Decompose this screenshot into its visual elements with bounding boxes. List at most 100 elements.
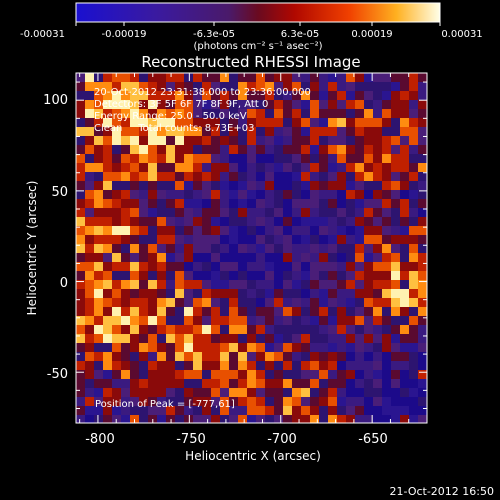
heatmap-cell — [373, 280, 383, 290]
annotation-detectors: Detectors: 3F 5F 6F 7F 8F 9F, Att 0 — [94, 99, 268, 110]
heatmap-cell — [202, 199, 212, 209]
heatmap-cell — [238, 73, 248, 83]
heatmap-cell — [238, 154, 248, 164]
heatmap-cell — [202, 370, 212, 380]
heatmap-cell — [283, 217, 293, 227]
heatmap-cell — [166, 136, 176, 146]
heatmap-cell — [301, 262, 311, 272]
heatmap-cell — [400, 406, 410, 416]
heatmap-cell — [409, 235, 419, 245]
heatmap-cell — [247, 361, 257, 371]
heatmap-cell — [211, 343, 221, 353]
heatmap-cell — [283, 388, 293, 398]
heatmap-cell — [193, 208, 203, 218]
heatmap-cell — [283, 352, 293, 362]
heatmap-cell — [292, 91, 302, 101]
heatmap-cell — [103, 118, 113, 128]
heatmap-cell — [112, 343, 122, 353]
heatmap-cell — [373, 298, 383, 308]
heatmap-cell — [175, 199, 185, 209]
heatmap-cell — [229, 361, 239, 371]
heatmap-cell — [139, 199, 149, 209]
y-tick-label: -50 — [47, 367, 68, 382]
heatmap-cell — [211, 127, 221, 137]
heatmap-cell — [391, 253, 401, 263]
heatmap-cell — [148, 253, 158, 263]
heatmap-cell — [346, 235, 356, 245]
heatmap-cell — [103, 91, 113, 101]
heatmap-cell — [346, 334, 356, 344]
heatmap-cell — [409, 361, 419, 371]
heatmap-cell — [382, 91, 392, 101]
heatmap-cell — [85, 388, 95, 398]
heatmap-cell — [148, 217, 158, 227]
heatmap-cell — [229, 127, 239, 137]
heatmap-cell — [175, 217, 185, 227]
heatmap-cell — [391, 118, 401, 128]
heatmap-cell — [292, 325, 302, 335]
heatmap-cell — [130, 82, 140, 92]
heatmap-cell — [229, 109, 239, 119]
heatmap-cell — [121, 208, 131, 218]
heatmap-cell — [121, 82, 131, 92]
heatmap-cell — [355, 253, 365, 263]
heatmap-cell — [400, 271, 410, 281]
heatmap-cell — [409, 271, 419, 281]
heatmap-cell — [94, 226, 104, 236]
heatmap-cell — [391, 109, 401, 119]
heatmap-cell — [247, 154, 257, 164]
heatmap-cell — [229, 334, 239, 344]
heatmap-cell — [175, 325, 185, 335]
heatmap-cell — [76, 361, 86, 371]
heatmap-cell — [409, 325, 419, 335]
heatmap-cell — [319, 73, 329, 83]
heatmap-cell — [364, 91, 374, 101]
heatmap-cell — [211, 361, 221, 371]
colorbar-tick-label: 0.00031 — [441, 29, 482, 40]
heatmap-cell — [265, 244, 275, 254]
heatmap-cell — [76, 397, 86, 407]
heatmap-cell — [256, 163, 266, 173]
heatmap-cell — [265, 253, 275, 263]
heatmap-cell — [202, 316, 212, 326]
heatmap-cell — [148, 145, 158, 155]
heatmap-cell — [139, 235, 149, 245]
heatmap-cell — [220, 406, 230, 416]
heatmap-cell — [184, 91, 194, 101]
heatmap-cell — [157, 415, 167, 423]
heatmap-cell — [121, 325, 131, 335]
rhessi-image — [76, 73, 427, 423]
heatmap-cell — [337, 172, 347, 182]
heatmap-cell — [265, 127, 275, 137]
heatmap-cell — [229, 280, 239, 290]
heatmap-cell — [157, 334, 167, 344]
heatmap-cell — [301, 82, 311, 92]
heatmap-cell — [337, 334, 347, 344]
heatmap-cell — [292, 316, 302, 326]
heatmap-cell — [220, 127, 230, 137]
heatmap-cell — [301, 190, 311, 200]
heatmap-cell — [229, 91, 239, 101]
heatmap-cell — [292, 379, 302, 389]
heatmap-cell — [310, 298, 320, 308]
heatmap-cell — [310, 226, 320, 236]
heatmap-cell — [94, 262, 104, 272]
heatmap-cell — [319, 415, 329, 423]
heatmap-cell — [139, 415, 149, 423]
heatmap-cell — [220, 253, 230, 263]
heatmap-cell — [76, 82, 86, 92]
heatmap-cell — [139, 145, 149, 155]
heatmap-cell — [355, 163, 365, 173]
heatmap-cell — [220, 352, 230, 362]
heatmap-cell — [274, 379, 284, 389]
heatmap-cell — [175, 172, 185, 182]
heatmap-cell — [238, 307, 248, 317]
heatmap-cell — [382, 298, 392, 308]
heatmap-cell — [364, 109, 374, 119]
heatmap-cell — [121, 262, 131, 272]
heatmap-cell — [418, 235, 427, 245]
heatmap-cell — [292, 262, 302, 272]
heatmap-cell — [184, 397, 194, 407]
heatmap-cell — [355, 289, 365, 299]
heatmap-cell — [94, 289, 104, 299]
